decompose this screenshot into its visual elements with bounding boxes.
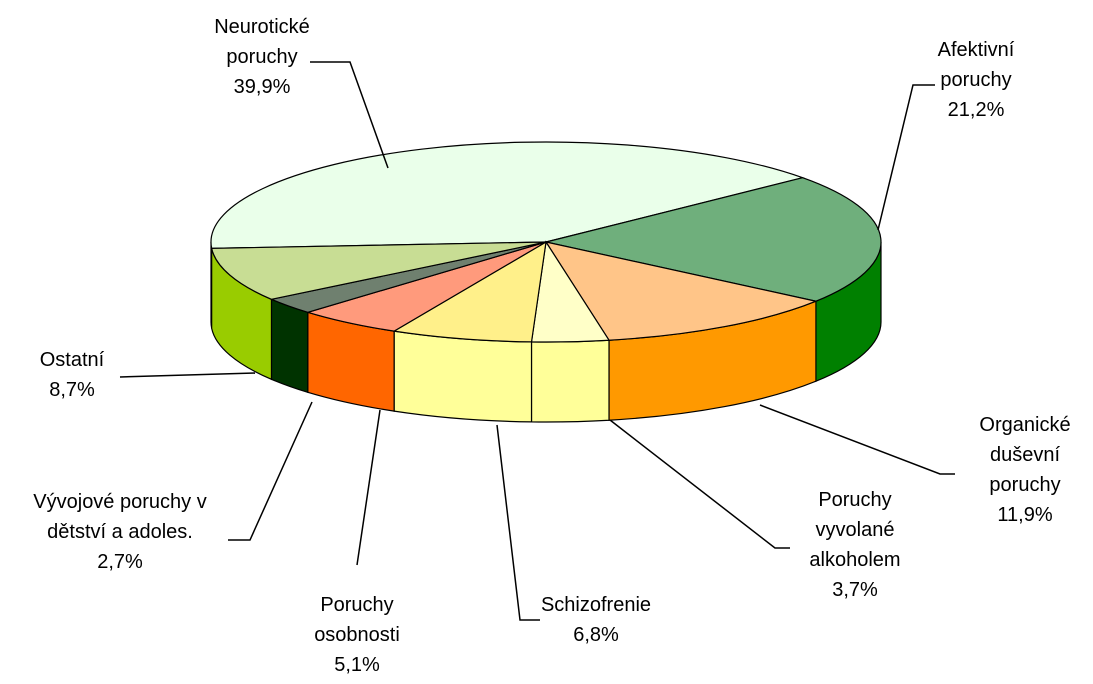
data-label: Poruchy osobnosti 5,1% [292, 590, 422, 680]
data-label: Neurotické poruchy 39,9% [192, 12, 332, 102]
data-label: Poruchy vyvolané alkoholem 3,7% [785, 485, 925, 605]
leader-line [877, 84, 935, 231]
leader-line [310, 61, 389, 169]
value-label: 39,9% [233, 76, 291, 98]
slice-top [544, 241, 818, 341]
value-label: 3,7% [832, 579, 878, 601]
data-label: Schizofrenie 6,8% [516, 590, 676, 650]
slice-side [530, 339, 610, 423]
slice-top [210, 141, 805, 249]
sides [210, 241, 882, 423]
category-label: Ostatní [39, 349, 105, 371]
category-label: Poruchy vyvolané alkoholem [809, 489, 901, 571]
category-label: Neurotické poruchy [214, 16, 310, 68]
category-label: Vývojové poruchy v dětství a adoles. [33, 491, 207, 543]
leader-line [119, 372, 256, 378]
value-label: 5,1% [334, 654, 380, 676]
tops [210, 141, 882, 343]
category-label: Poruchy osobnosti [314, 594, 400, 646]
data-label: Vývojové poruchy v dětství a adoles. 2,7% [9, 487, 231, 577]
value-label: 8,7% [49, 379, 95, 401]
slice-top [545, 177, 882, 302]
slice-top [210, 241, 547, 300]
leader-line [228, 401, 313, 541]
data-label: Afektivní poruchy 21,2% [916, 35, 1036, 125]
slice-side [270, 298, 309, 394]
value-label: 11,9% [997, 504, 1053, 526]
leader-line [356, 409, 381, 566]
category-label: Organické duševní poruchy [979, 414, 1071, 496]
data-label: Ostatní 8,7% [22, 345, 122, 405]
leader-line [496, 424, 540, 621]
value-label: 21,2% [947, 99, 1005, 121]
leader-line [609, 419, 790, 549]
category-label: Schizofrenie [540, 594, 652, 616]
leader-line [759, 404, 955, 475]
value-label: 6,8% [573, 624, 619, 646]
slice-top [392, 240, 547, 343]
category-label: Afektivní poruchy [937, 39, 1015, 91]
data-label: Organické duševní poruchy 11,9% [963, 410, 1088, 530]
slice-side [393, 330, 533, 423]
value-label: 2,7% [97, 551, 143, 573]
